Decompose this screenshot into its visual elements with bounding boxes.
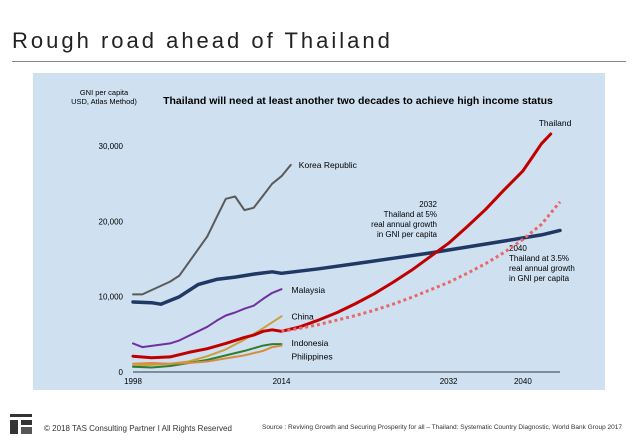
chart-title: Thailand will need at least another two … — [163, 95, 553, 107]
copyright-text: © 2018 TAS Consulting Partner I All Righ… — [44, 424, 232, 433]
annotation-2032-line-3: real annual growth — [371, 220, 437, 229]
series-line-thailand — [131, 132, 553, 360]
x-tick-label: 2014 — [273, 377, 291, 386]
chart-panel — [33, 73, 605, 390]
series-label-china: China — [292, 311, 314, 321]
annotation-2040: 2040 Thailand at 3.5% real annual growth… — [509, 244, 575, 283]
x-tick-label: 1998 — [124, 377, 142, 386]
company-logo-icon — [10, 414, 32, 434]
annotation-2032-line-4: in GNI per capita — [377, 230, 438, 239]
y-axis-label-line-2: USD, Atlas Method) — [71, 97, 137, 106]
annotation-2032-line-1: 2032 — [419, 200, 437, 209]
y-tick-label: 30,000 — [99, 142, 124, 151]
y-axis-label-line-1: GNI per capita — [80, 88, 129, 97]
series-line-malaysia — [132, 288, 283, 349]
y-tick-label: 20,000 — [99, 217, 124, 226]
series-line-philippines — [132, 344, 283, 365]
y-tick-label: 0 — [119, 368, 124, 377]
series-line-indonesia — [132, 343, 283, 369]
series-label-philippines: Philippines — [292, 352, 333, 362]
series-label-malaysia: Malaysia — [292, 285, 326, 295]
series-label-korea-republic: Korea Republic — [299, 160, 358, 170]
title-divider — [12, 61, 626, 62]
annotation-2040-line-2: Thailand at 3.5% — [509, 254, 569, 263]
annotation-2040-line-3: real annual growth — [509, 264, 575, 273]
series-label-indonesia: Indonesia — [292, 338, 329, 348]
series-line-korea-republic — [132, 163, 292, 296]
series-line-thailand-projection-dashed — [281, 200, 562, 333]
series-line-high-income-threshold — [131, 228, 562, 306]
annotation-2032: 2032 Thailand at 5% real annual growth i… — [371, 200, 437, 239]
slide-title: Rough road ahead of Thailand — [12, 28, 393, 53]
annotation-2040-line-4: in GNI per capita — [509, 274, 570, 283]
source-text: Source : Reviving Growth and Securing Pr… — [262, 424, 622, 431]
annotation-2032-line-2: Thailand at 5% — [384, 210, 437, 219]
y-tick-label: 10,000 — [99, 293, 124, 302]
series-label-thailand: Thailand — [539, 118, 572, 128]
x-tick-label: 2032 — [440, 377, 458, 386]
annotation-2040-line-1: 2040 — [509, 244, 527, 253]
x-tick-label: 2040 — [514, 377, 532, 386]
